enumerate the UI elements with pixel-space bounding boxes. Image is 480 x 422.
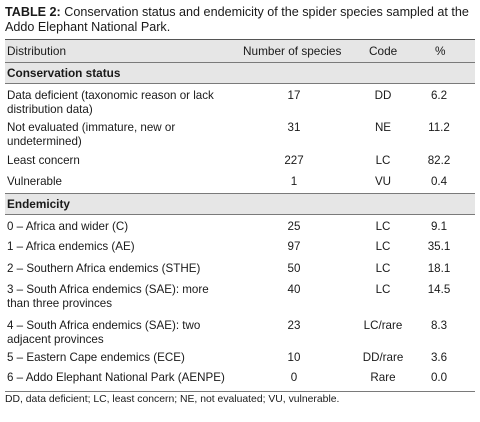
cell-distribution: 6 – Addo Elephant National Park (AENPE) <box>7 371 225 384</box>
cell-distribution: Vulnerable <box>7 175 63 188</box>
section-rule <box>5 214 475 215</box>
cell-percent: 35.1 <box>427 240 451 253</box>
cell-distribution: 3 – South Africa endemics (SAE): more th… <box>7 283 209 310</box>
cell-code: DD <box>374 89 392 102</box>
cell-number: 1 <box>290 175 298 188</box>
section-rule <box>5 193 475 194</box>
table-row: 0 – Africa and wider (C) 25 LC 9.1 <box>5 215 475 237</box>
cell-code: LC <box>375 154 391 167</box>
cell-code: LC/rare <box>363 319 403 332</box>
cell-number: 40 <box>287 283 301 296</box>
header-number-of-species: Number of species <box>243 44 342 58</box>
cell-number: 50 <box>287 262 301 275</box>
table-header: Distribution Number of species Code % <box>5 40 475 62</box>
cell-code: DD/rare <box>362 351 404 364</box>
cell-distribution: 1 – Africa endemics (AE) <box>7 240 135 253</box>
cell-code: Rare <box>370 371 396 384</box>
section-title: Conservation status <box>7 66 121 80</box>
cell-percent: 9.1 <box>430 220 448 233</box>
cell-code: LC <box>375 240 391 253</box>
table-caption-text: Conservation status and endemicity of th… <box>5 5 469 34</box>
cell-percent: 82.2 <box>427 154 451 167</box>
table-footnote: DD, data deficient; LC, least concern; N… <box>5 394 340 405</box>
section-endemicity: Endemicity <box>5 194 475 214</box>
cell-number: 31 <box>287 121 301 134</box>
cell-distribution: Least concern <box>7 154 80 167</box>
cell-number: 10 <box>287 351 301 364</box>
cell-percent: 0.0 <box>430 371 448 384</box>
section-conservation-status: Conservation status <box>5 63 475 83</box>
cell-distribution: Data deficient (taxonomic reason or lack… <box>7 89 214 116</box>
header-code: Code <box>369 44 398 58</box>
cell-percent: 0.4 <box>430 175 448 188</box>
table-row: 4 – South Africa endemics (SAE): two adj… <box>5 315 475 348</box>
cell-distribution: 5 – Eastern Cape endemics (ECE) <box>7 351 185 364</box>
header-distribution: Distribution <box>7 44 67 58</box>
cell-number: 17 <box>287 89 301 102</box>
cell-distribution: 4 – South Africa endemics (SAE): two adj… <box>7 319 201 346</box>
cell-percent: 6.2 <box>430 89 448 102</box>
cell-code: LC <box>375 220 391 233</box>
cell-percent: 14.5 <box>427 283 451 296</box>
cell-distribution: 2 – Southern Africa endemics (STHE) <box>7 262 201 275</box>
cell-number: 227 <box>284 154 304 167</box>
table-caption-label: TABLE 2: <box>5 5 61 19</box>
cell-code: LC <box>375 283 391 296</box>
cell-code: NE <box>374 121 392 134</box>
cell-percent: 18.1 <box>427 262 451 275</box>
section-rule <box>5 83 475 84</box>
table-row: Not evaluated (immature, new or undeterm… <box>5 119 475 152</box>
table-row: Data deficient (taxonomic reason or lack… <box>5 84 475 119</box>
table-row: Vulnerable 1 VU 0.4 <box>5 173 475 193</box>
cell-number: 25 <box>287 220 301 233</box>
section-title: Endemicity <box>7 197 70 211</box>
table-row: 2 – Southern Africa endemics (STHE) 50 L… <box>5 259 475 281</box>
table-row: 5 – Eastern Cape endemics (ECE) 10 DD/ra… <box>5 348 475 369</box>
table-bottom-rule <box>5 391 475 392</box>
cell-distribution: Not evaluated (immature, new or undeterm… <box>7 121 176 148</box>
table-caption: TABLE 2: Conservation status and endemic… <box>5 5 477 35</box>
cell-percent: 11.2 <box>428 121 450 134</box>
table-row: Least concern 227 LC 82.2 <box>5 152 475 173</box>
header-bottom-rule <box>5 62 475 63</box>
cell-percent: 8.3 <box>430 319 448 332</box>
cell-percent: 3.6 <box>430 351 448 364</box>
cell-code: LC <box>375 262 391 275</box>
table-top-rule <box>5 39 475 40</box>
table-row: 1 – Africa endemics (AE) 97 LC 35.1 <box>5 237 475 259</box>
species-table: Distribution Number of species Code % Co… <box>5 39 475 392</box>
table-row: 3 – South Africa endemics (SAE): more th… <box>5 281 475 315</box>
table-row: 6 – Addo Elephant National Park (AENPE) … <box>5 369 475 391</box>
cell-number: 97 <box>287 240 301 253</box>
cell-number: 23 <box>287 319 301 332</box>
cell-code: VU <box>374 175 392 188</box>
header-percent: % <box>435 44 446 58</box>
cell-number: 0 <box>290 371 298 384</box>
cell-distribution: 0 – Africa and wider (C) <box>7 220 129 233</box>
